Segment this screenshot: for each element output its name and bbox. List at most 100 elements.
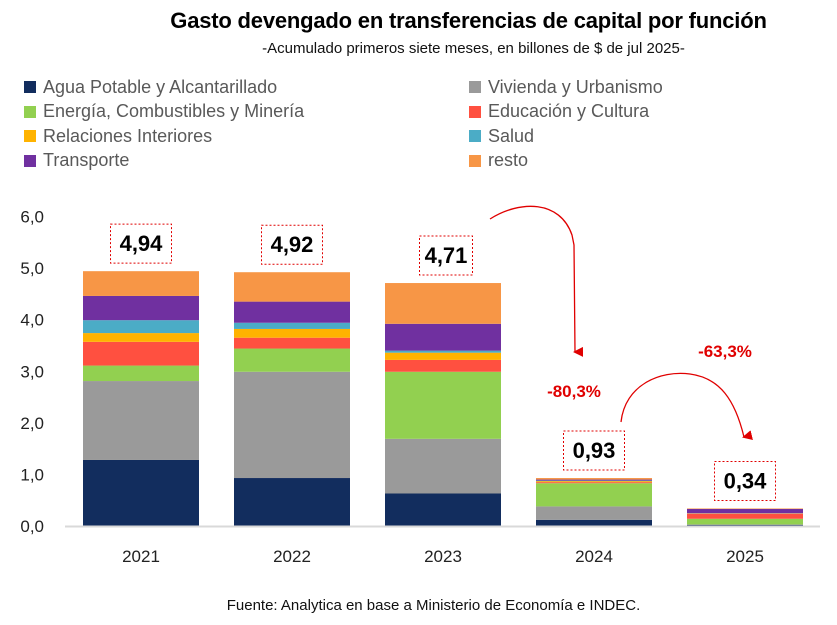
- legend-label: Educación y Cultura: [488, 101, 650, 121]
- bar-segment: [536, 482, 652, 484]
- change-label-2024: -80,3%: [547, 382, 601, 401]
- bar-segment: [234, 272, 350, 302]
- bar-stack-2023: [385, 283, 501, 526]
- total-label-box: [261, 224, 323, 265]
- source-note: Fuente: Analytica en base a Ministerio d…: [226, 597, 641, 614]
- y-tick-label: 6,0: [20, 208, 44, 227]
- bar-segment: [385, 323, 501, 351]
- legend-item: Vivienda y Urbanismo: [469, 76, 663, 98]
- x-tick-label: 2022: [273, 547, 311, 566]
- bar-segment: [536, 478, 652, 480]
- bar-segment: [385, 350, 501, 353]
- legend-item: Transporte: [24, 150, 129, 172]
- bar-segment: [687, 508, 803, 509]
- x-axis: 2021 2022 2023 2024 2025: [122, 547, 764, 566]
- legend-swatch: [24, 130, 36, 142]
- bar-segment: [687, 518, 803, 525]
- chart-subtitle: -Acumulado primeros siete meses, en bill…: [262, 40, 685, 57]
- x-tick-label: 2024: [575, 547, 613, 566]
- bar-segment: [536, 506, 652, 520]
- total-label: 4,71: [419, 235, 473, 276]
- total-label-text: 4,71: [425, 243, 468, 268]
- bar-segment: [687, 513, 803, 519]
- bar-segment: [536, 480, 652, 482]
- x-tick-label: 2025: [726, 547, 764, 566]
- legend-label: Salud: [488, 125, 535, 146]
- bar-segment: [234, 371, 350, 479]
- legend-swatch: [469, 105, 481, 118]
- change-label-2025: -63,3%: [698, 342, 752, 361]
- y-tick-label: 0,0: [20, 517, 44, 536]
- legend-item: Energía, Combustibles y Minería: [24, 101, 304, 123]
- y-tick-label: 1,0: [20, 465, 44, 484]
- annotations: -80,3% -63,3%: [489, 205, 753, 440]
- bar-segment: [687, 524, 803, 525]
- legend-swatch: [469, 154, 481, 167]
- bar-segment: [83, 295, 199, 321]
- bar-segment: [234, 478, 350, 526]
- bar-segment: [536, 479, 652, 481]
- legend-item: Agua Potable y Alcantarillado: [24, 76, 277, 98]
- total-label-box: [419, 235, 473, 276]
- bar-segment: [536, 483, 652, 507]
- y-axis: 0,0 1,0 2,0 3,0 4,0 5,0 6,0: [20, 208, 44, 537]
- total-label-box: [563, 430, 625, 471]
- bars: [83, 271, 803, 526]
- legend-item: Salud: [469, 125, 534, 147]
- legend-swatch: [24, 81, 36, 93]
- legend-label: Transporte: [43, 150, 130, 170]
- total-label: 0,93: [563, 430, 625, 471]
- total-labels: 4,94 4,92 4,71 0,93 0,34: [110, 223, 776, 501]
- bar-stack-2021: [83, 271, 199, 526]
- legend-label: Relaciones Interiores: [43, 125, 213, 146]
- total-label-text: 0,93: [573, 438, 616, 463]
- y-tick-label: 5,0: [20, 259, 44, 278]
- bar-segment: [385, 371, 501, 439]
- legend-label: Vivienda y Urbanismo: [488, 76, 663, 97]
- total-label-text: 0,34: [724, 468, 768, 493]
- bar-segment: [234, 348, 350, 372]
- bar-segment: [536, 481, 652, 483]
- bar-segment: [385, 359, 501, 372]
- bar-segment: [234, 322, 350, 329]
- bar-segment: [83, 381, 199, 460]
- bar-segment: [83, 271, 199, 296]
- legend-label: Agua Potable y Alcantarillado: [43, 76, 278, 97]
- y-tick-label: 2,0: [20, 414, 44, 433]
- legend-swatch: [24, 105, 36, 118]
- bar-segment: [385, 493, 501, 526]
- bar-stack-2022: [234, 272, 350, 526]
- bar-stack-2024: [536, 478, 652, 526]
- bar-segment: [234, 337, 350, 349]
- bar-segment: [83, 459, 199, 526]
- legend-item: Relaciones Interiores: [24, 125, 212, 147]
- arrow-2023-2024: [489, 205, 584, 357]
- legend-swatch: [469, 130, 481, 142]
- bar-segment: [83, 365, 199, 382]
- bar-segment: [234, 301, 350, 323]
- legend-label: resto: [488, 150, 529, 170]
- legend-item: resto: [469, 150, 528, 172]
- total-label-text: 4,94: [120, 231, 164, 256]
- legend-swatch: [469, 81, 481, 93]
- total-label: 4,94: [110, 223, 172, 264]
- bar-segment: [83, 320, 199, 334]
- total-label-box: [714, 460, 776, 501]
- x-tick-label: 2021: [122, 547, 160, 566]
- bar-segment: [687, 508, 803, 514]
- bar-segment: [385, 352, 501, 360]
- bar-segment: [385, 438, 501, 494]
- y-tick-label: 3,0: [20, 362, 44, 381]
- bar-segment: [83, 341, 199, 366]
- bar-segment: [536, 519, 652, 526]
- bar-segment: [234, 328, 350, 338]
- total-label: 0,34: [714, 460, 776, 501]
- total-label-box: [110, 223, 172, 264]
- legend-swatch: [24, 154, 36, 167]
- y-tick-label: 4,0: [20, 311, 44, 330]
- bar-segment: [83, 333, 199, 342]
- arrow-2024-2025: [620, 372, 753, 440]
- bar-segment: [385, 283, 501, 324]
- total-label-text: 4,92: [271, 232, 314, 257]
